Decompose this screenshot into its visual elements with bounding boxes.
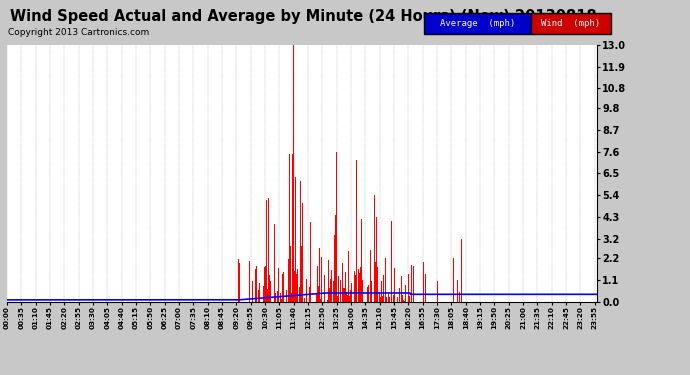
Text: Wind  (mph): Wind (mph) <box>542 19 600 28</box>
Text: Copyright 2013 Cartronics.com: Copyright 2013 Cartronics.com <box>8 28 150 37</box>
Text: Average  (mph): Average (mph) <box>440 19 515 28</box>
Text: Wind Speed Actual and Average by Minute (24 Hours) (New) 20130818: Wind Speed Actual and Average by Minute … <box>10 9 597 24</box>
